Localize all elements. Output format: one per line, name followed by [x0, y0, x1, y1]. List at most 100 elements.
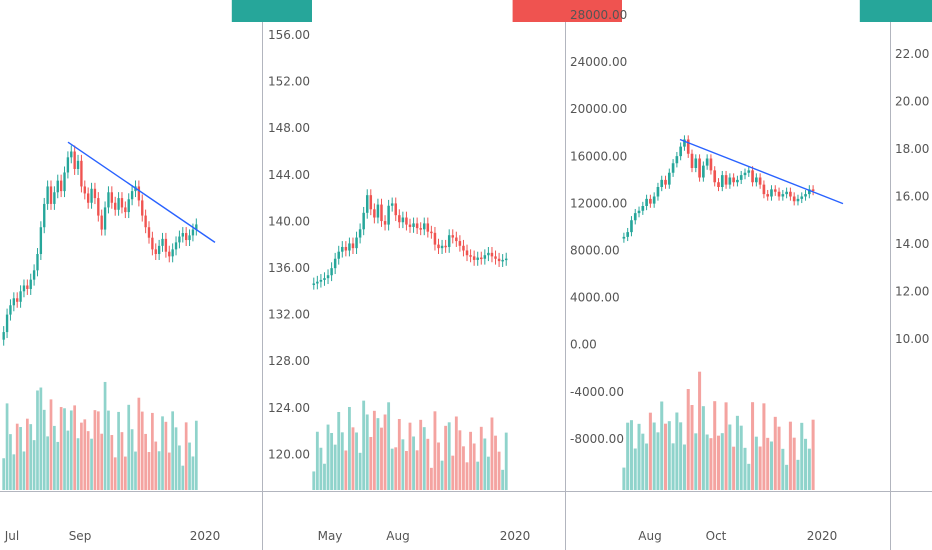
- x-tick-label: Aug: [638, 529, 661, 543]
- candle: [365, 195, 369, 213]
- volume-bar: [504, 432, 508, 490]
- volume-bar: [694, 433, 698, 490]
- volume-bar: [107, 410, 110, 490]
- volume-bar: [486, 456, 490, 490]
- candle: [476, 257, 479, 260]
- y-tick-label: 18.00: [895, 142, 929, 156]
- volume-bar: [123, 456, 127, 490]
- symbol-badge-label: GLD: [234, 0, 259, 3]
- volume-bar: [96, 411, 100, 490]
- candle: [724, 175, 728, 185]
- candle: [660, 179, 664, 187]
- candle: [465, 250, 469, 256]
- volume-bar: [785, 464, 789, 490]
- candle: [690, 153, 694, 168]
- candle: [380, 204, 383, 222]
- candle: [161, 238, 164, 246]
- price-badge-value: 139.95: [266, 0, 308, 3]
- volume-bar: [705, 434, 709, 490]
- candle: [59, 180, 63, 192]
- volume-bar: [394, 447, 398, 490]
- candle: [97, 198, 100, 216]
- volume-bar: [807, 448, 811, 490]
- y-tick-label: 20.00: [895, 95, 929, 109]
- volume-bar: [412, 436, 415, 490]
- volume-bar: [701, 406, 705, 490]
- candle: [103, 207, 107, 230]
- candle: [430, 231, 433, 234]
- volume-bar: [323, 463, 326, 490]
- volume-bar: [652, 422, 656, 490]
- volume-bar: [479, 426, 483, 490]
- volume-bar: [80, 422, 83, 490]
- candle: [9, 305, 12, 315]
- candle: [49, 186, 53, 204]
- volume-bar: [633, 448, 637, 490]
- volume-bar: [73, 405, 77, 490]
- candle: [405, 217, 408, 225]
- volume-bar: [440, 460, 444, 490]
- volume-bar: [472, 443, 476, 490]
- candle: [626, 232, 630, 237]
- volume-bar: [465, 462, 469, 490]
- volume-bar: [19, 427, 22, 490]
- x-tick-label: Jul: [4, 529, 19, 543]
- volume-bar: [347, 406, 351, 490]
- candle: [781, 194, 785, 197]
- y-tick-label: 16.00: [895, 190, 929, 204]
- candle: [80, 160, 83, 187]
- symbol-badge-label: SLV: [864, 0, 886, 3]
- volume-bar: [781, 448, 785, 490]
- candle: [127, 199, 130, 213]
- candle: [664, 179, 667, 185]
- volume-bar: [312, 471, 316, 490]
- volume-bar: [181, 465, 185, 490]
- volume-bar: [766, 437, 770, 490]
- volume-bar: [716, 435, 721, 490]
- y-tick-label: 10.00: [895, 332, 929, 346]
- candle: [645, 198, 648, 206]
- volume-bar: [709, 438, 713, 490]
- candle: [124, 207, 127, 213]
- volume-bar: [100, 433, 104, 490]
- candle: [743, 172, 747, 176]
- volume-bar: [751, 402, 755, 490]
- candle: [184, 233, 188, 241]
- volume-bar: [120, 432, 124, 490]
- volume-bar: [476, 461, 480, 490]
- volume-bar: [444, 425, 448, 490]
- volume-bar: [380, 427, 383, 490]
- price-badge-value: 7313.69: [569, 0, 619, 3]
- candle: [762, 184, 766, 195]
- volume-bar: [739, 425, 743, 490]
- candle: [333, 258, 337, 269]
- volume-bar: [405, 450, 408, 490]
- volume-bar: [355, 432, 358, 490]
- candle: [316, 281, 319, 284]
- candle: [447, 235, 451, 247]
- candle: [462, 245, 465, 251]
- volume-bar: [682, 444, 686, 490]
- volume-bar: [319, 447, 323, 490]
- candle: [362, 212, 365, 230]
- candle: [22, 285, 26, 292]
- candle: [713, 170, 717, 183]
- candle: [383, 221, 387, 225]
- candle: [341, 246, 344, 252]
- volume-bar: [429, 467, 433, 490]
- volume-bar: [426, 438, 430, 490]
- volume-bar: [397, 418, 401, 490]
- candle: [56, 180, 59, 193]
- candle: [401, 217, 405, 223]
- volume-bar: [134, 451, 137, 490]
- volume-bar: [501, 469, 505, 490]
- x-tick-label: Aug: [386, 529, 409, 543]
- candle: [444, 245, 447, 248]
- candle: [408, 224, 412, 227]
- candle: [63, 172, 66, 192]
- price-badge: [565, 0, 622, 22]
- candle: [344, 246, 348, 251]
- volume-bar: [171, 411, 175, 490]
- volume-bar: [648, 412, 652, 490]
- volume-bar: [497, 451, 501, 490]
